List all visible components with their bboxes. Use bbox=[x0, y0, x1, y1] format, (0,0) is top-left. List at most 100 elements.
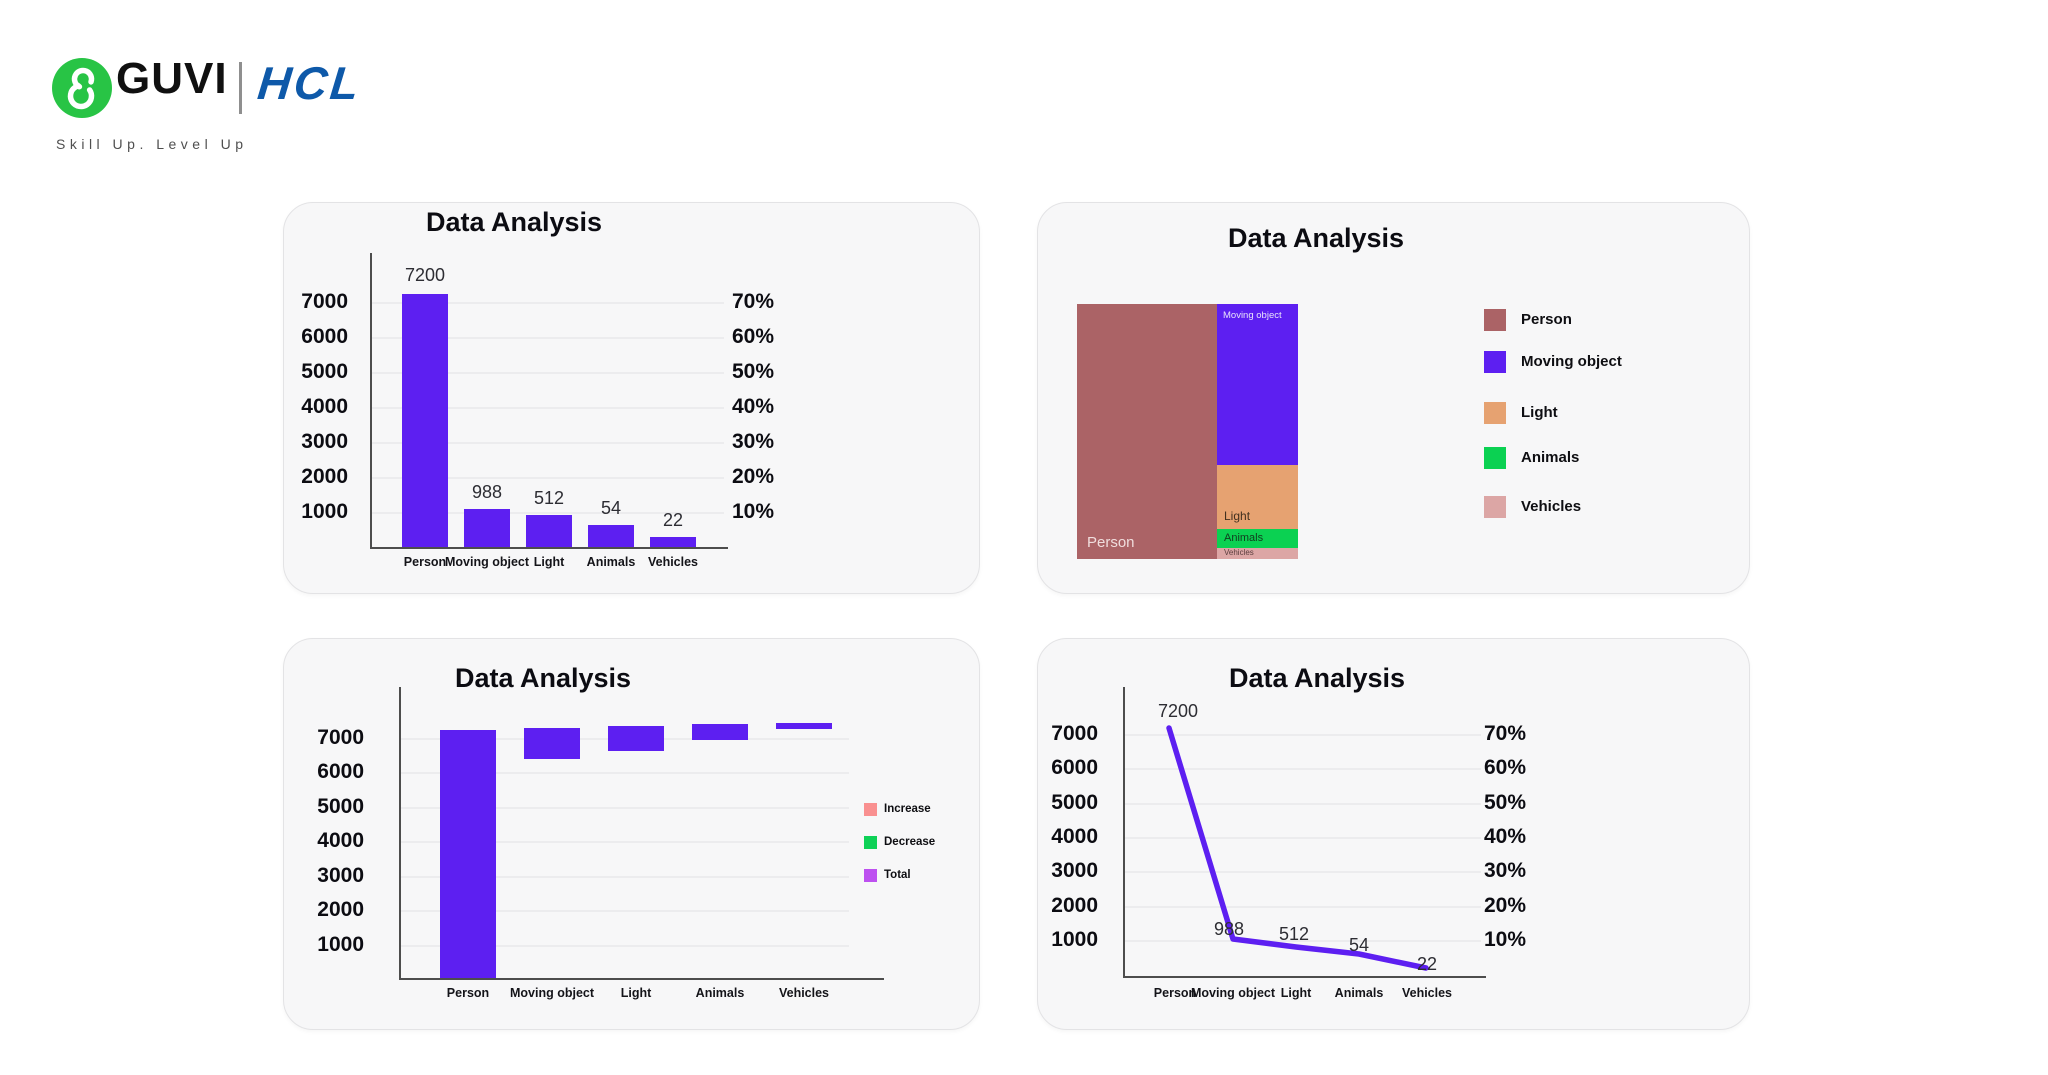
gridline bbox=[401, 807, 849, 809]
gridline bbox=[1125, 734, 1481, 736]
line-chart-panel: Data Analysis 7000 6000 5000 4000 3000 2… bbox=[1037, 638, 1750, 1030]
bar-value-label: 22 bbox=[662, 510, 684, 530]
y-tick-label: 5000 bbox=[1051, 791, 1098, 814]
treemap-cell-person: Person bbox=[1077, 304, 1217, 559]
bar-value-label: 512 bbox=[533, 488, 565, 508]
y-tick-label: 2000 bbox=[317, 898, 364, 921]
waterfall-bar-animals bbox=[692, 724, 748, 740]
legend-label: Moving object bbox=[1521, 353, 1622, 370]
treemap-panel: Data Analysis Person Moving object Light… bbox=[1037, 202, 1750, 594]
x-category-label: Animals bbox=[1334, 986, 1384, 1000]
treemap-cell-label: Vehicles bbox=[1224, 548, 1254, 557]
y-tick-label: 7000 bbox=[301, 290, 348, 313]
y-tick-label-right: 60% bbox=[1484, 756, 1527, 779]
gridline bbox=[1125, 768, 1481, 770]
bar-chart-panel: Data Analysis 7000 6000 5000 4000 3000 2… bbox=[283, 202, 980, 594]
treemap-cell-label: Animals bbox=[1224, 532, 1264, 544]
y-tick-label: 7000 bbox=[317, 726, 364, 749]
logo-divider bbox=[239, 62, 242, 114]
treemap-cell-animals: Animals bbox=[1217, 529, 1298, 548]
x-category-label: Person bbox=[403, 555, 447, 569]
y-axis-line bbox=[399, 687, 401, 980]
legend-swatch-total bbox=[864, 869, 877, 882]
gridline bbox=[372, 302, 724, 304]
y-tick-label-right: 70% bbox=[1484, 722, 1527, 745]
gridline bbox=[1125, 940, 1481, 942]
legend-swatch-person bbox=[1484, 309, 1506, 331]
point-value-label: 54 bbox=[1348, 935, 1370, 955]
y-axis-line bbox=[370, 253, 372, 549]
treemap: Person Moving object Light Animals Vehic… bbox=[1077, 304, 1298, 559]
y-tick-label-right: 30% bbox=[1484, 859, 1527, 882]
gridline bbox=[401, 772, 849, 774]
hcl-wordmark: HCL bbox=[255, 57, 365, 109]
legend-swatch-animals bbox=[1484, 447, 1506, 469]
x-category-label: Light bbox=[533, 555, 565, 569]
bar-moving-object bbox=[464, 509, 510, 547]
line-path bbox=[1166, 725, 1429, 971]
legend-label: Increase bbox=[884, 803, 931, 815]
legend-label: Animals bbox=[1521, 449, 1580, 466]
chart-title: Data Analysis bbox=[454, 663, 632, 693]
y-tick-label: 2000 bbox=[301, 465, 348, 488]
x-category-label: Moving object bbox=[509, 986, 595, 1000]
legend-swatch-moving-object bbox=[1484, 351, 1506, 373]
gridline bbox=[1125, 803, 1481, 805]
treemap-cell-moving-object: Moving object bbox=[1217, 304, 1298, 465]
x-axis-line bbox=[1123, 976, 1486, 978]
y-tick-label: 2000 bbox=[1051, 894, 1098, 917]
bar-light bbox=[526, 515, 572, 547]
x-category-label: Vehicles bbox=[1401, 986, 1453, 1000]
y-tick-label: 4000 bbox=[301, 395, 348, 418]
legend-label: Decrease bbox=[884, 836, 936, 848]
header: GUVI HCL Skill Up. Level Up bbox=[0, 0, 2048, 170]
gridline bbox=[1125, 837, 1481, 839]
gridline bbox=[1125, 871, 1481, 873]
chart-title: Data Analysis bbox=[1227, 223, 1405, 253]
y-tick-label: 6000 bbox=[1051, 756, 1098, 779]
gridline bbox=[401, 841, 849, 843]
chart-title: Data Analysis bbox=[1228, 663, 1406, 693]
gridline bbox=[401, 910, 849, 912]
x-category-label: Light bbox=[1280, 986, 1312, 1000]
y-tick-label-right: 50% bbox=[732, 360, 775, 383]
y-tick-label: 5000 bbox=[317, 795, 364, 818]
point-value-label: 22 bbox=[1416, 954, 1438, 974]
y-tick-label-right: 20% bbox=[732, 465, 775, 488]
gridline bbox=[401, 876, 849, 878]
gridline bbox=[1125, 906, 1481, 908]
brand-tagline: Skill Up. Level Up bbox=[56, 136, 248, 152]
bar-vehicles bbox=[650, 537, 696, 547]
x-category-label: Vehicles bbox=[647, 555, 699, 569]
legend-label: Total bbox=[884, 869, 911, 881]
legend-swatch-increase bbox=[864, 803, 877, 816]
legend-label: Light bbox=[1521, 404, 1558, 421]
chart-title: Data Analysis bbox=[425, 207, 603, 237]
waterfall-bar-light bbox=[608, 726, 664, 751]
legend-swatch-vehicles bbox=[1484, 496, 1506, 518]
waterfall-bar-vehicles bbox=[776, 723, 832, 729]
guvi-wordmark: GUVI bbox=[116, 54, 228, 103]
y-tick-label: 1000 bbox=[317, 933, 364, 956]
x-category-label: Animals bbox=[695, 986, 745, 1000]
y-tick-label: 6000 bbox=[317, 760, 364, 783]
y-tick-label: 1000 bbox=[1051, 928, 1098, 951]
guvi-logo-icon bbox=[52, 58, 112, 118]
y-tick-label-right: 30% bbox=[732, 430, 775, 453]
treemap-cell-vehicles: Vehicles bbox=[1217, 548, 1298, 559]
bar-animals bbox=[588, 525, 634, 547]
gridline bbox=[372, 442, 724, 444]
y-tick-label-right: 40% bbox=[1484, 825, 1527, 848]
waterfall-bar-moving-object bbox=[524, 728, 580, 759]
y-tick-label: 4000 bbox=[1051, 825, 1098, 848]
x-axis-line bbox=[370, 547, 728, 549]
treemap-cell-label: Light bbox=[1224, 509, 1251, 523]
treemap-cell-light: Light bbox=[1217, 465, 1298, 529]
x-category-label: Animals bbox=[586, 555, 636, 569]
legend-swatch-light bbox=[1484, 402, 1506, 424]
x-category-label: Moving object bbox=[1190, 986, 1276, 1000]
y-tick-label-right: 40% bbox=[732, 395, 775, 418]
y-tick-label: 1000 bbox=[301, 500, 348, 523]
x-category-label: Person bbox=[446, 986, 490, 1000]
bar-person bbox=[402, 294, 448, 547]
